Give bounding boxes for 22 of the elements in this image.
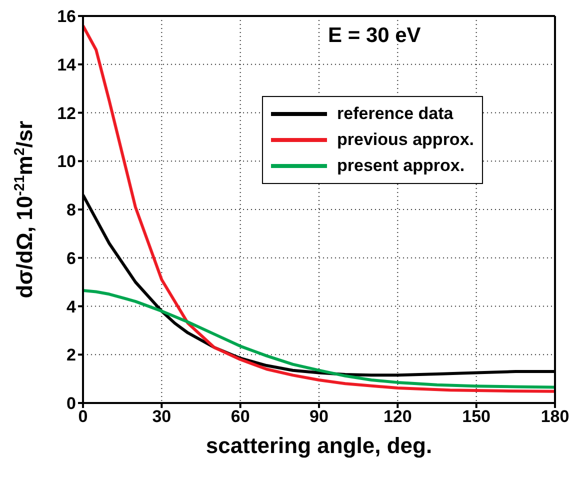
annotation: E = 30 eV <box>328 24 421 48</box>
y-tick-label: 6 <box>66 248 76 268</box>
y-tick-label: 16 <box>57 7 76 26</box>
y-tick-label: 10 <box>57 152 76 172</box>
x-tick-label: 30 <box>152 407 172 426</box>
y-tick-label: 8 <box>66 200 76 220</box>
legend-label: reference data <box>337 104 454 124</box>
x-tick-label: 180 <box>540 407 570 426</box>
x-tick-label: 150 <box>462 407 491 426</box>
x-axis-title: scattering angle, deg. <box>206 433 432 458</box>
legend-label: present approx. <box>337 156 465 176</box>
line-series <box>83 24 555 393</box>
line-series <box>83 289 555 389</box>
y-tick-label: 0 <box>66 394 76 414</box>
y-tick-label: 14 <box>57 55 77 74</box>
legend-label: previous approx. <box>337 130 474 150</box>
y-tick-label: 4 <box>66 297 77 316</box>
y-tick-label: 12 <box>57 104 76 123</box>
y-tick-label: 2 <box>66 346 76 365</box>
x-tick-label: 60 <box>230 407 250 426</box>
x-tick-label: 120 <box>383 407 412 426</box>
x-tick-label: 90 <box>310 407 328 426</box>
